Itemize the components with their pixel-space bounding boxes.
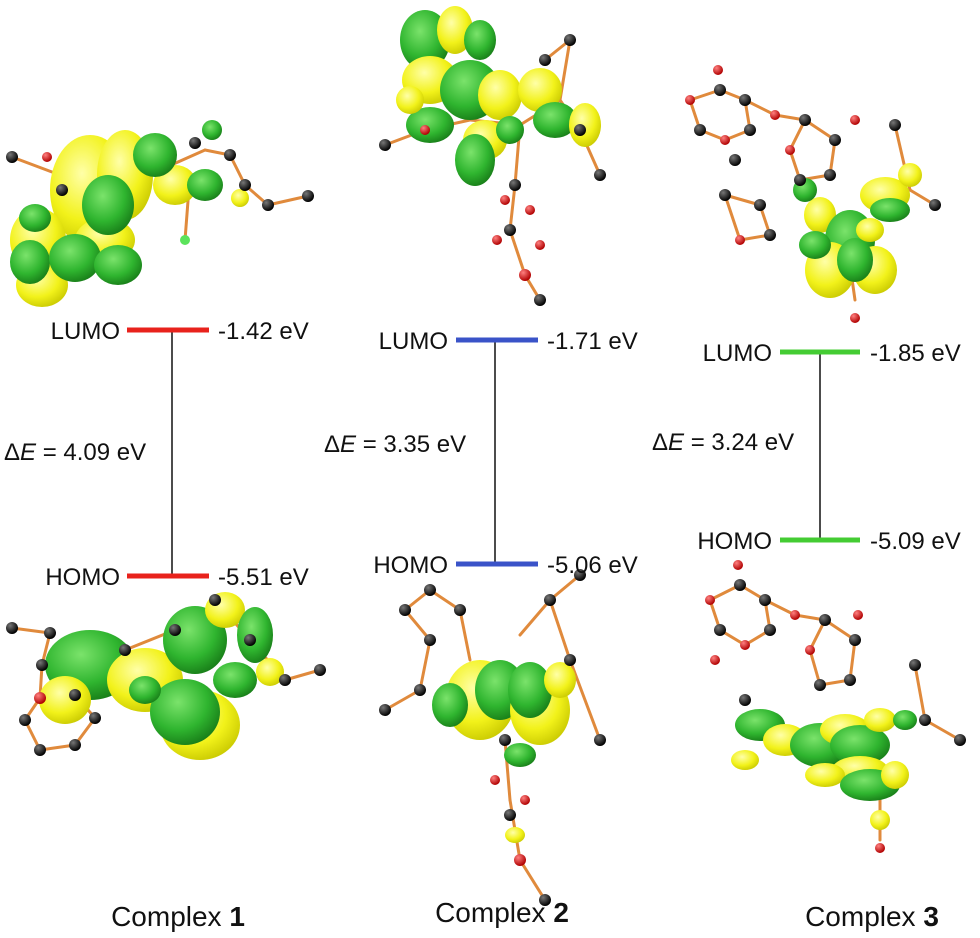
complex2-lumo-orbital bbox=[379, 6, 606, 306]
complex3-gap-label: ΔE = 3.24 eV bbox=[652, 429, 794, 456]
complex1-gap-label: ΔE = 4.09 eV bbox=[4, 439, 146, 466]
complex3-homo-label: HOMO bbox=[697, 528, 772, 555]
complex1-lumo-orbital bbox=[6, 120, 314, 307]
complex1-energy-levels: LUMO -1.42 eV HOMO -5.51 eV ΔE = 4.09 eV bbox=[4, 318, 309, 591]
complex2-homo-energy: -5.06 eV bbox=[547, 552, 638, 579]
complex2-energy-levels: LUMO -1.71 eV HOMO -5.06 eV ΔE = 3.35 eV bbox=[324, 328, 638, 579]
complex3-energy-levels: LUMO -1.85 eV HOMO -5.09 eV ΔE = 3.24 eV bbox=[652, 340, 961, 555]
complex3-lumo-orbital bbox=[685, 65, 941, 323]
complex2-homo-label: HOMO bbox=[373, 552, 448, 579]
complex2-gap-label: ΔE = 3.35 eV bbox=[324, 431, 466, 458]
complex1-homo-label: HOMO bbox=[45, 564, 120, 591]
complex3-lumo-label: LUMO bbox=[703, 340, 772, 367]
complex2-caption: Complex 2 bbox=[435, 897, 569, 928]
complex1-homo-orbital bbox=[6, 592, 326, 760]
complex2-lumo-energy: -1.71 eV bbox=[547, 328, 638, 355]
complex1-caption: Complex 1 bbox=[111, 901, 245, 932]
complex3-homo-orbital bbox=[705, 560, 966, 853]
complex3-caption: Complex 3 bbox=[805, 901, 939, 932]
complex3-homo-energy: -5.09 eV bbox=[870, 528, 961, 555]
complex1-homo-energy: -5.51 eV bbox=[218, 564, 309, 591]
complex2-homo-orbital bbox=[379, 569, 606, 906]
complex1-lumo-label: LUMO bbox=[51, 318, 120, 345]
complex3-lumo-energy: -1.85 eV bbox=[870, 340, 961, 367]
complex1-lumo-energy: -1.42 eV bbox=[218, 318, 309, 345]
complex2-lumo-label: LUMO bbox=[379, 328, 448, 355]
